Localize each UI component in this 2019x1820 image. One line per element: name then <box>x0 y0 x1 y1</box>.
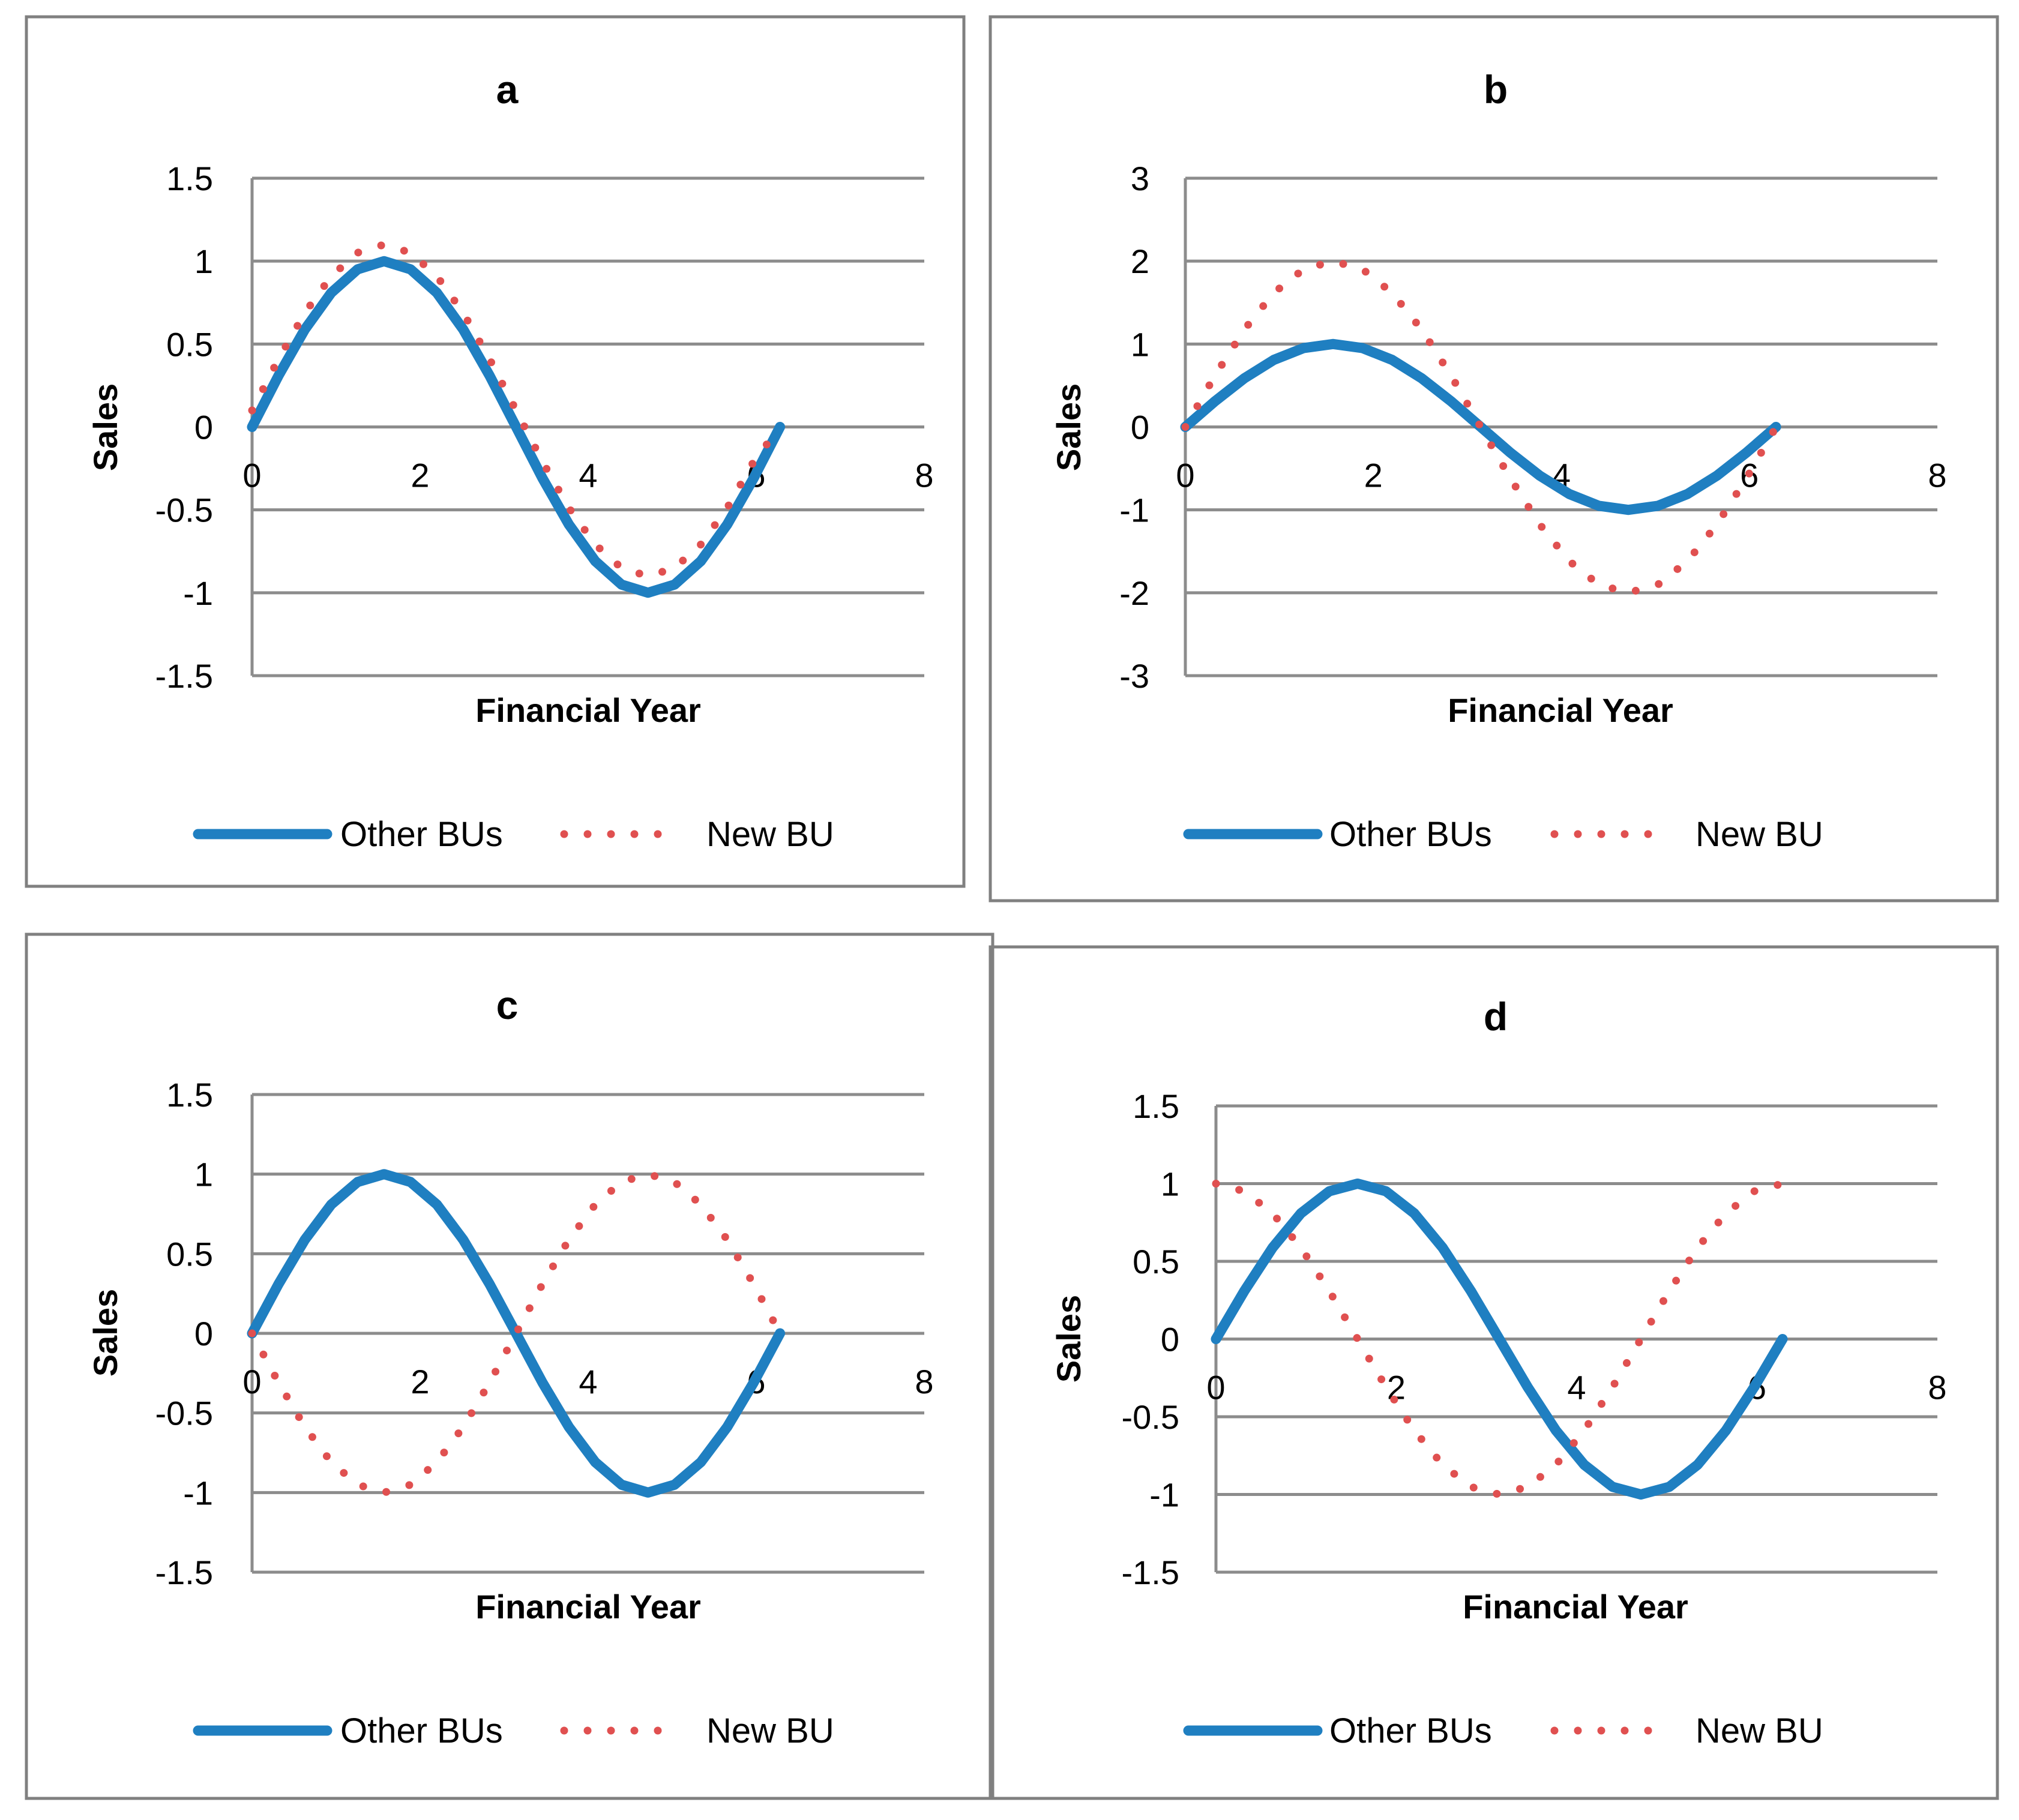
y-tick-label: -1.5 <box>155 1554 214 1591</box>
x-tick-label: 0 <box>1206 1369 1225 1407</box>
y-tick-label: -0.5 <box>155 491 214 529</box>
y-tick-label: 1 <box>194 1156 213 1194</box>
y-axis-title: Sales <box>1050 1295 1088 1383</box>
series-line-other-bus <box>247 256 786 598</box>
y-tick-label: -1 <box>183 1474 213 1512</box>
x-tick-label: 8 <box>915 457 933 494</box>
y-tick-label: 0.5 <box>1133 1243 1179 1281</box>
legend-label-new-bu: New BU <box>706 1711 834 1750</box>
legend-label-new-bu: New BU <box>706 815 834 854</box>
y-tick-label: 0 <box>1131 409 1149 446</box>
y-axis-title: Sales <box>86 383 124 471</box>
chart-title: c <box>496 983 519 1027</box>
legend-label-other-bus: Other BUs <box>340 1711 503 1750</box>
y-tick-label: -1.5 <box>1122 1554 1180 1591</box>
panel-border <box>25 15 966 888</box>
y-axis-title: Sales <box>1050 383 1088 471</box>
x-tick-label: 8 <box>1928 1369 1946 1407</box>
series-line-other-bus <box>1211 1179 1788 1500</box>
y-tick-label: 0.5 <box>166 325 213 363</box>
legend-label-new-bu: New BU <box>1696 1711 1823 1750</box>
x-tick-label: 4 <box>1567 1369 1586 1407</box>
x-tick-label: 8 <box>915 1363 933 1401</box>
legend-label-new-bu: New BU <box>1696 815 1823 854</box>
y-tick-label: 3 <box>1131 160 1149 197</box>
x-tick-label: 8 <box>1928 457 1946 494</box>
x-tick-label: 0 <box>1176 457 1194 494</box>
x-tick-label: 4 <box>579 457 597 494</box>
x-tick-label: 2 <box>411 1363 429 1401</box>
legend-label-other-bus: Other BUs <box>340 815 503 854</box>
y-tick-label: -1 <box>183 574 213 612</box>
x-axis-title: Financial Year <box>1463 1588 1688 1626</box>
x-axis-title: Financial Year <box>475 691 701 729</box>
x-tick-label: 2 <box>1364 457 1383 494</box>
y-tick-label: 1.5 <box>166 160 213 197</box>
y-tick-label: 1.5 <box>1133 1087 1179 1125</box>
y-tick-label: -1 <box>1149 1476 1179 1514</box>
y-tick-label: -2 <box>1119 574 1149 612</box>
x-axis-title: Financial Year <box>475 1588 701 1626</box>
y-tick-label: 0 <box>194 1315 213 1353</box>
chart-title: d <box>1484 994 1508 1039</box>
y-tick-label: -1 <box>1119 491 1149 529</box>
y-tick-label: 1.5 <box>166 1076 213 1114</box>
y-tick-label: -0.5 <box>1122 1398 1180 1436</box>
y-axis-title: Sales <box>86 1289 124 1377</box>
y-tick-label: 0 <box>1161 1321 1179 1359</box>
x-tick-label: 4 <box>579 1363 597 1401</box>
panel-border <box>25 933 994 1800</box>
y-tick-label: 1 <box>194 242 213 280</box>
x-tick-label: 0 <box>242 457 261 494</box>
chart-title: a <box>496 67 519 112</box>
x-tick-label: 2 <box>411 457 429 494</box>
y-tick-label: 0 <box>194 409 213 446</box>
y-tick-label: 0.5 <box>166 1235 213 1273</box>
series-line-new-bu <box>248 241 784 580</box>
y-tick-label: 1 <box>1131 325 1149 363</box>
panel-border <box>988 15 1999 902</box>
legend-label-other-bus: Other BUs <box>1329 1711 1492 1750</box>
y-tick-label: 1 <box>1161 1165 1179 1203</box>
series-line-new-bu <box>1181 257 1780 597</box>
series-line-other-bus <box>247 1169 786 1498</box>
y-tick-label: 2 <box>1131 242 1149 280</box>
x-axis-title: Financial Year <box>1448 691 1673 729</box>
chart-title: b <box>1484 67 1508 112</box>
series-line-new-bu <box>1212 1180 1787 1498</box>
panel-border <box>988 945 1999 1800</box>
y-tick-label: -3 <box>1119 657 1149 695</box>
legend-label-other-bus: Other BUs <box>1329 815 1492 854</box>
x-tick-label: 0 <box>242 1363 261 1401</box>
y-tick-label: -1.5 <box>155 657 214 695</box>
y-tick-label: -0.5 <box>155 1395 214 1432</box>
